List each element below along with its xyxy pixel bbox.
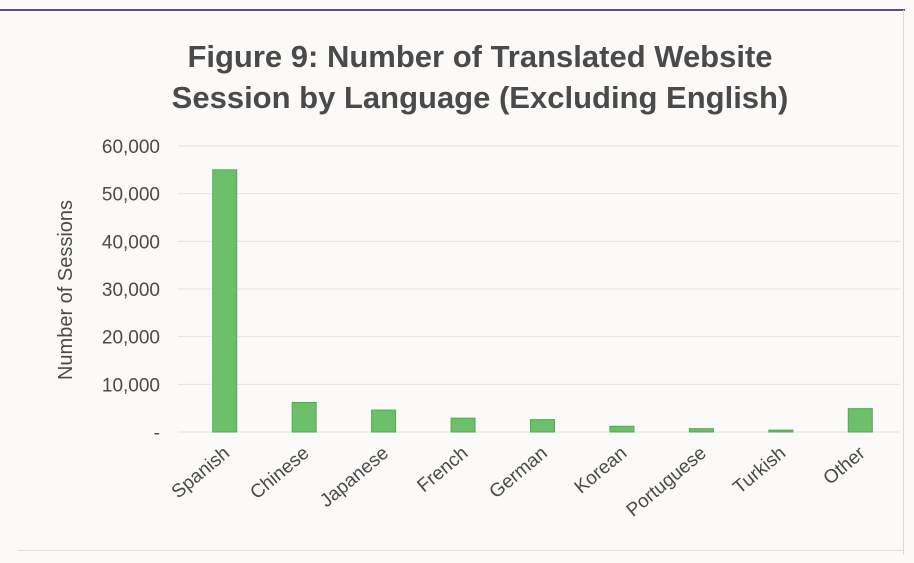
x-tick-label-spanish: Spanish	[168, 443, 234, 503]
bars	[212, 169, 873, 433]
x-tick-label-french: French	[413, 443, 472, 497]
chart-title-line-2: Session by Language (Excluding English)	[171, 80, 789, 115]
bar-other	[847, 408, 873, 433]
bar-german	[530, 419, 555, 433]
chart-title-line-1: Figure 9: Number of Translated Website	[187, 39, 773, 74]
y-tick-label: 60,000	[102, 137, 160, 158]
y-axis-label: Number of Sessions	[55, 200, 77, 380]
y-tick-label: -	[154, 423, 160, 444]
x-tick-label-other: Other	[820, 442, 870, 489]
y-tick-label: 50,000	[102, 185, 160, 206]
bar-chinese	[291, 401, 317, 433]
x-axis-ticks: Spanish Chinese Japanese French German Korean…	[168, 442, 870, 521]
x-tick-label-turkish: Turkish	[729, 443, 790, 499]
x-tick-label-japanese: Japanese	[316, 443, 393, 512]
bar-japanese	[371, 409, 397, 433]
y-tick-label: 20,000	[102, 328, 160, 349]
gridlines	[178, 145, 900, 433]
chart-title: Figure 9: Number of Translated Website S…	[60, 36, 900, 118]
x-tick-label-chinese: Chinese	[246, 443, 313, 504]
y-tick-label: 30,000	[102, 280, 160, 301]
y-tick-label: 10,000	[102, 375, 160, 396]
bar-spanish	[212, 169, 238, 433]
right-border	[903, 10, 904, 555]
y-axis-ticks: - 10,000 20,000 30,000 40,000 50,000 60,000	[102, 137, 160, 444]
top-border	[0, 9, 905, 11]
x-tick-label-portuguese: Portuguese	[623, 443, 711, 522]
bar-turkish	[768, 429, 794, 433]
bar-french	[450, 417, 476, 433]
bottom-border	[18, 550, 904, 551]
x-tick-label-korean: Korean	[571, 443, 631, 498]
bar-portuguese	[688, 428, 714, 433]
x-tick-label-german: German	[486, 443, 552, 503]
bar-korean	[609, 425, 635, 433]
y-tick-label: 40,000	[102, 232, 160, 253]
